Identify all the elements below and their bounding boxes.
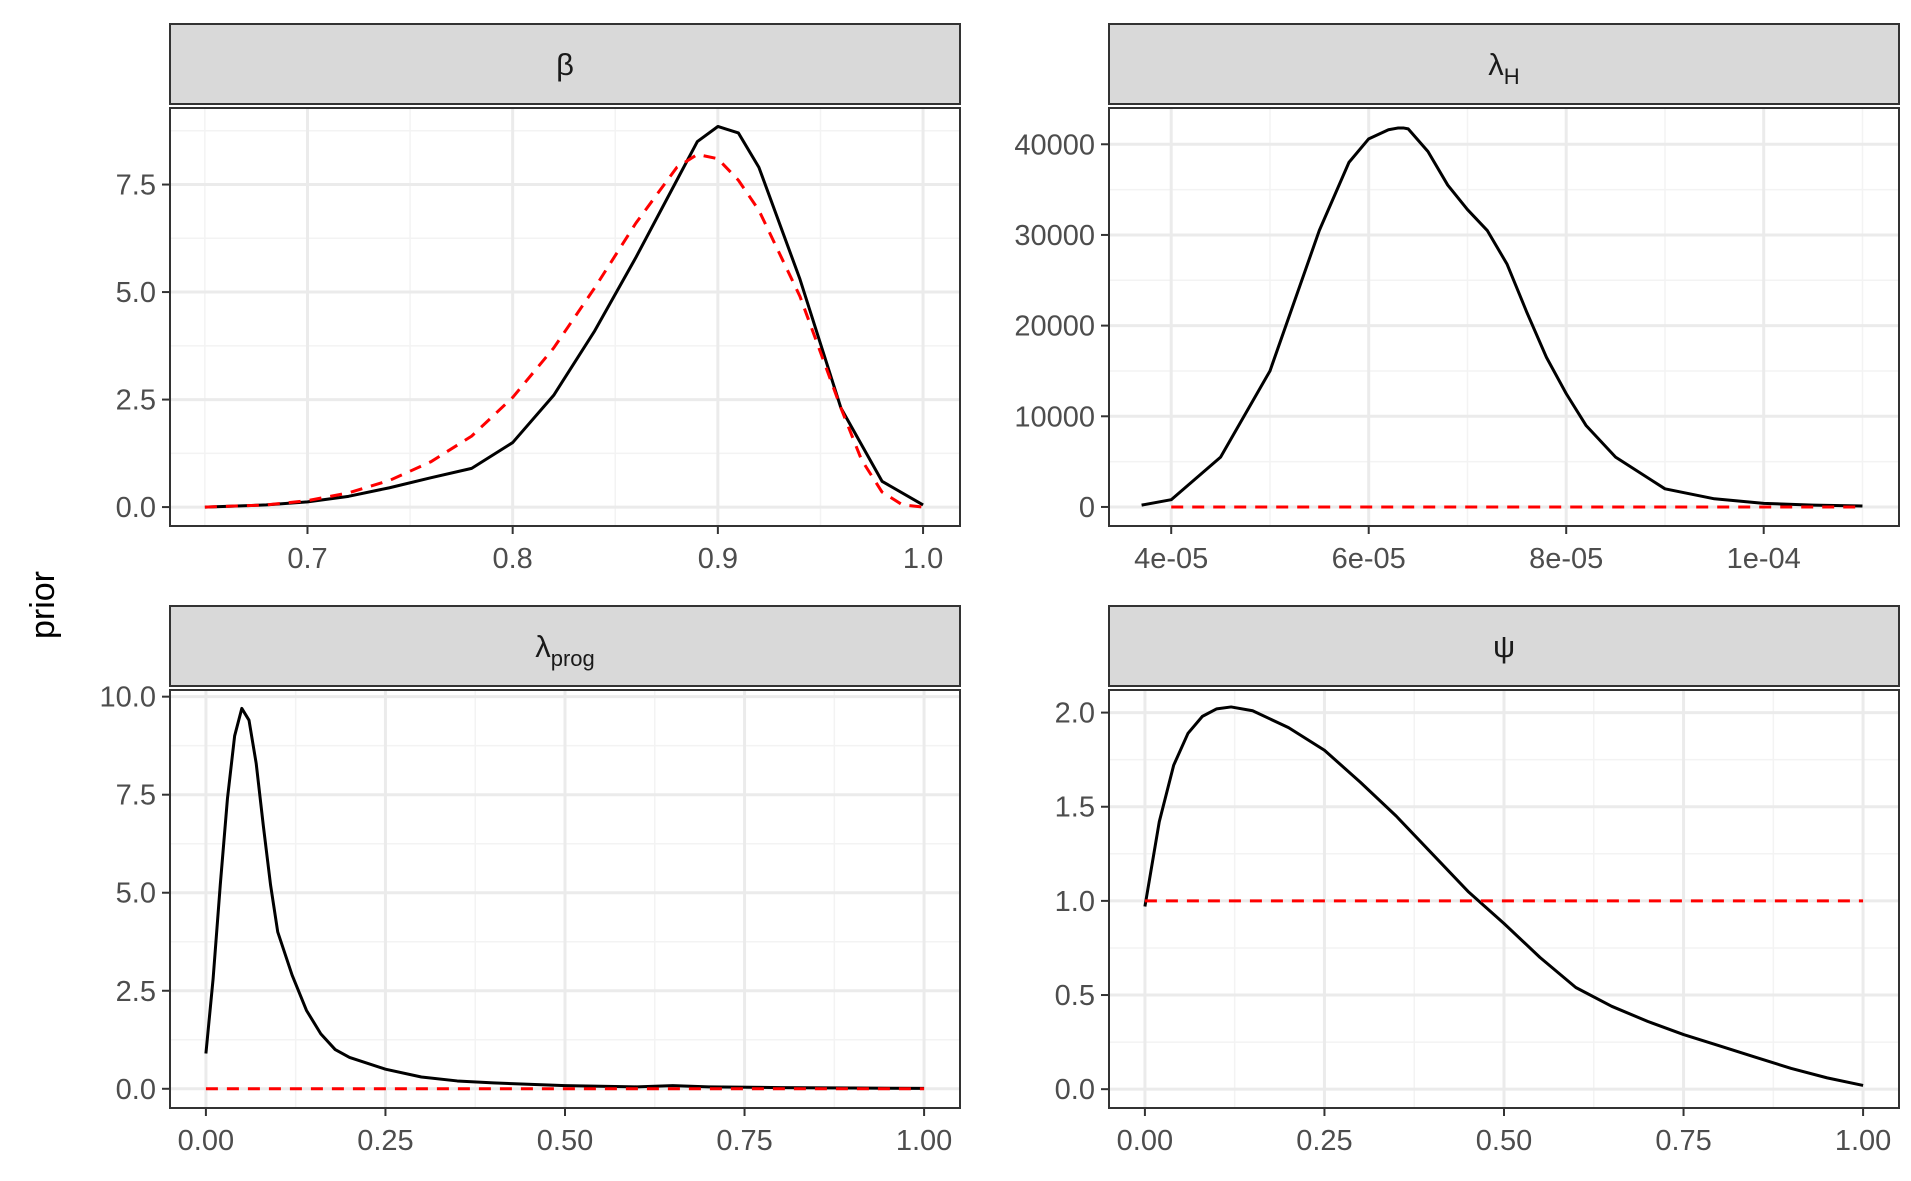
facet-title: λprog xyxy=(535,629,595,671)
y-tick-label: 0 xyxy=(1079,492,1095,524)
facet-title: λH xyxy=(1488,47,1519,89)
x-tick-label: 1e-04 xyxy=(1727,543,1801,575)
y-tick-label: 2.5 xyxy=(116,976,156,1008)
y-tick-label: 10.0 xyxy=(100,682,156,714)
series-lines xyxy=(204,124,924,509)
facet-panel-lambda_prog: λprog 0.00 0.25 0.50 0.75 1.00 0.0 2.5 5.0 7.5 10.… xyxy=(100,605,961,1157)
facet-panels: β 0.7 0.8 0.9 1.0 0.0 2.5 5.0 7.5 λH 4e-05 6e-05 8e-… xyxy=(100,23,1900,1157)
series-lines xyxy=(204,706,925,1091)
y-tick-label: 0.0 xyxy=(116,492,156,524)
x-tick-label: 0.00 xyxy=(178,1125,234,1157)
x-tick-label: 0.25 xyxy=(357,1125,413,1157)
panel-border xyxy=(169,107,961,527)
panel-border xyxy=(1108,107,1900,527)
facet-panel-beta: β 0.7 0.8 0.9 1.0 0.0 2.5 5.0 7.5 xyxy=(116,23,961,575)
x-tick-label: 0.7 xyxy=(287,543,327,575)
series-lines xyxy=(1143,705,1864,1087)
x-tick-label: 0.25 xyxy=(1296,1125,1352,1157)
y-tick-label: 0.5 xyxy=(1055,980,1095,1012)
y-tick-label: 2.0 xyxy=(1055,698,1095,730)
density-line xyxy=(1143,705,1864,1087)
density-line xyxy=(204,706,925,1090)
x-tick-label: 1.00 xyxy=(896,1125,952,1157)
gridlines xyxy=(1109,690,1899,1108)
y-tick-label: 5.0 xyxy=(116,277,156,309)
y-tick-label: 2.5 xyxy=(116,385,156,417)
x-tick-label: 0.50 xyxy=(537,1125,593,1157)
series-lines xyxy=(1141,126,1863,509)
x-tick-label: 0.50 xyxy=(1476,1125,1532,1157)
x-tick-label: 0.9 xyxy=(698,543,738,575)
y-tick-label: 30000 xyxy=(1014,220,1095,252)
facet-strip xyxy=(169,23,961,105)
x-tick-label: 0.00 xyxy=(1117,1125,1173,1157)
x-tick-label: 8e-05 xyxy=(1529,543,1603,575)
y-tick-label: 1.0 xyxy=(1055,886,1095,918)
x-tick-label: 6e-05 xyxy=(1332,543,1406,575)
x-tick-label: 0.75 xyxy=(1655,1125,1711,1157)
x-tick-label: 0.8 xyxy=(493,543,533,575)
gridlines xyxy=(170,108,960,526)
x-tick-label: 0.75 xyxy=(716,1125,772,1157)
x-tick-label: 1.00 xyxy=(1835,1125,1891,1157)
facet-panel-lambda_H: λH 4e-05 6e-05 8e-05 1e-04 0 10000 20000 30000 40… xyxy=(1014,23,1900,575)
y-tick-label: 20000 xyxy=(1014,311,1095,343)
facet-title: β xyxy=(556,47,574,82)
x-tick-label: 4e-05 xyxy=(1134,543,1208,575)
y-tick-label: 40000 xyxy=(1014,129,1095,161)
facet-strip xyxy=(1108,23,1900,105)
y-tick-label: 10000 xyxy=(1014,401,1095,433)
y-tick-label: 5.0 xyxy=(116,878,156,910)
y-tick-label: 0.0 xyxy=(116,1074,156,1106)
density-line xyxy=(1141,126,1863,508)
x-tick-label: 1.0 xyxy=(903,543,943,575)
y-axis-label: prior xyxy=(24,571,62,639)
prior-line xyxy=(204,152,924,509)
y-tick-label: 7.5 xyxy=(116,780,156,812)
y-tick-label: 0.0 xyxy=(1055,1074,1095,1106)
y-tick-label: 1.5 xyxy=(1055,792,1095,824)
facet-strip xyxy=(1108,605,1900,687)
facet-strip xyxy=(169,605,961,687)
facet-title: ψ xyxy=(1493,629,1515,664)
density-line xyxy=(204,124,924,509)
y-tick-label: 7.5 xyxy=(116,170,156,202)
facet-panel-psi: ψ 0.00 0.25 0.50 0.75 1.00 0.0 0.5 1.0 1.5 2.0 xyxy=(1055,605,1900,1157)
